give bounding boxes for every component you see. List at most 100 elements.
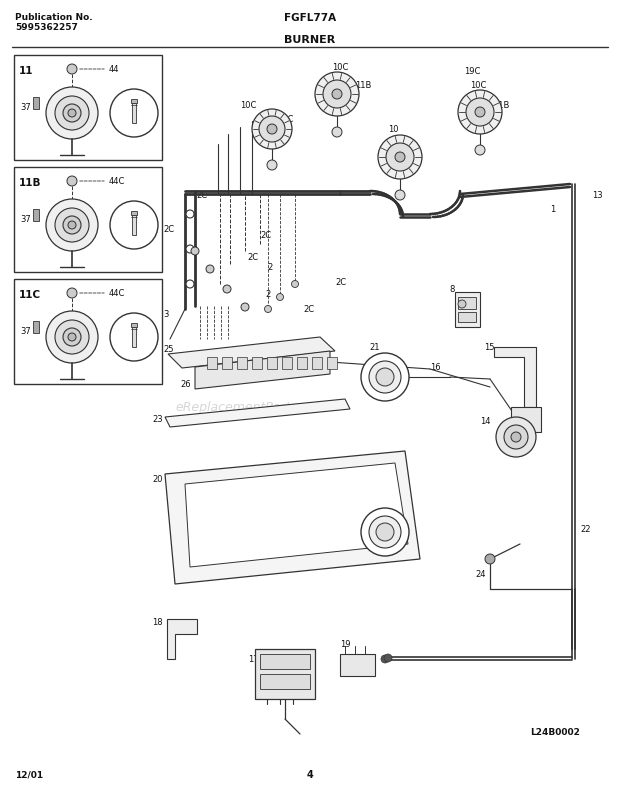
Circle shape — [395, 191, 405, 200]
Circle shape — [67, 289, 77, 298]
Circle shape — [475, 107, 485, 118]
Text: 8: 8 — [449, 286, 454, 294]
Text: 5995362257: 5995362257 — [15, 23, 78, 32]
Polygon shape — [494, 347, 536, 407]
Text: 10C: 10C — [240, 100, 257, 109]
Text: 23: 23 — [152, 415, 162, 424]
Text: 15: 15 — [484, 343, 495, 352]
Text: 13: 13 — [592, 190, 603, 199]
Circle shape — [265, 306, 272, 313]
Bar — [260, 674, 310, 689]
Circle shape — [504, 426, 528, 449]
Text: 20: 20 — [152, 475, 162, 484]
Circle shape — [67, 65, 77, 75]
Text: 11B: 11B — [19, 178, 42, 188]
Circle shape — [206, 265, 214, 273]
Polygon shape — [185, 464, 408, 567]
Circle shape — [332, 128, 342, 138]
Text: 10: 10 — [388, 125, 399, 134]
Bar — [131, 323, 137, 327]
Text: 10C: 10C — [470, 80, 486, 89]
Bar — [327, 358, 337, 370]
Bar — [237, 358, 247, 370]
Text: 2C: 2C — [196, 190, 207, 199]
Bar — [458, 313, 476, 322]
Text: 47: 47 — [116, 209, 126, 218]
Polygon shape — [167, 619, 197, 659]
Circle shape — [241, 304, 249, 312]
Text: 10C: 10C — [332, 63, 348, 71]
Circle shape — [110, 90, 158, 138]
Text: 14: 14 — [480, 417, 490, 426]
Text: L24B0002: L24B0002 — [530, 727, 580, 736]
Bar — [297, 358, 307, 370]
Bar — [260, 654, 310, 669]
Bar — [14, 168, 162, 273]
Circle shape — [267, 125, 277, 135]
Circle shape — [67, 176, 77, 187]
Circle shape — [369, 516, 401, 549]
Text: 4: 4 — [307, 769, 313, 779]
Circle shape — [384, 654, 392, 662]
Bar — [255, 649, 315, 699]
Circle shape — [376, 369, 394, 387]
Bar — [33, 210, 39, 221]
Bar — [312, 358, 322, 370]
Text: 2C: 2C — [335, 278, 346, 287]
Circle shape — [332, 90, 342, 100]
Bar — [207, 358, 217, 370]
Circle shape — [369, 362, 401, 394]
Bar — [458, 298, 476, 310]
Circle shape — [458, 301, 466, 309]
Bar — [14, 56, 162, 160]
Text: 19: 19 — [340, 640, 350, 649]
Circle shape — [186, 245, 194, 253]
Text: 37: 37 — [20, 327, 31, 336]
Circle shape — [395, 153, 405, 163]
Text: 47: 47 — [116, 97, 126, 107]
Text: 37: 37 — [20, 215, 31, 225]
Text: 11: 11 — [19, 66, 33, 76]
Text: 12/01: 12/01 — [15, 770, 43, 779]
Text: 2: 2 — [267, 263, 272, 272]
Text: 11B: 11B — [493, 100, 510, 109]
Text: 19C: 19C — [464, 67, 480, 76]
Circle shape — [386, 144, 414, 172]
Bar — [222, 358, 232, 370]
Text: Publication No.: Publication No. — [15, 14, 92, 22]
Circle shape — [252, 110, 292, 150]
Circle shape — [63, 329, 81, 346]
Circle shape — [55, 321, 89, 354]
Circle shape — [46, 312, 98, 363]
Text: 2: 2 — [265, 290, 270, 299]
Circle shape — [315, 73, 359, 117]
Circle shape — [68, 334, 76, 342]
Bar — [455, 293, 480, 327]
Circle shape — [46, 88, 98, 140]
Text: 24: 24 — [475, 569, 485, 579]
Text: 25: 25 — [163, 345, 174, 354]
Text: FGFL77A: FGFL77A — [284, 13, 336, 23]
Circle shape — [46, 200, 98, 252]
Circle shape — [361, 354, 409, 402]
Circle shape — [55, 209, 89, 243]
Bar — [33, 98, 39, 110]
Circle shape — [378, 136, 422, 180]
Text: 44C: 44C — [109, 290, 125, 298]
Text: 3: 3 — [163, 310, 169, 319]
Text: 26: 26 — [180, 380, 190, 389]
Circle shape — [376, 524, 394, 541]
Text: 2C: 2C — [163, 225, 174, 234]
Circle shape — [186, 281, 194, 289]
Circle shape — [496, 418, 536, 457]
Circle shape — [186, 211, 194, 219]
Text: 44C: 44C — [109, 177, 125, 186]
Bar — [132, 104, 136, 124]
Bar — [282, 358, 292, 370]
Text: 1: 1 — [550, 205, 556, 214]
Bar — [132, 327, 136, 347]
Bar — [511, 407, 541, 432]
Circle shape — [55, 97, 89, 131]
Text: 11C: 11C — [277, 115, 293, 124]
Text: 11B: 11B — [355, 80, 371, 89]
